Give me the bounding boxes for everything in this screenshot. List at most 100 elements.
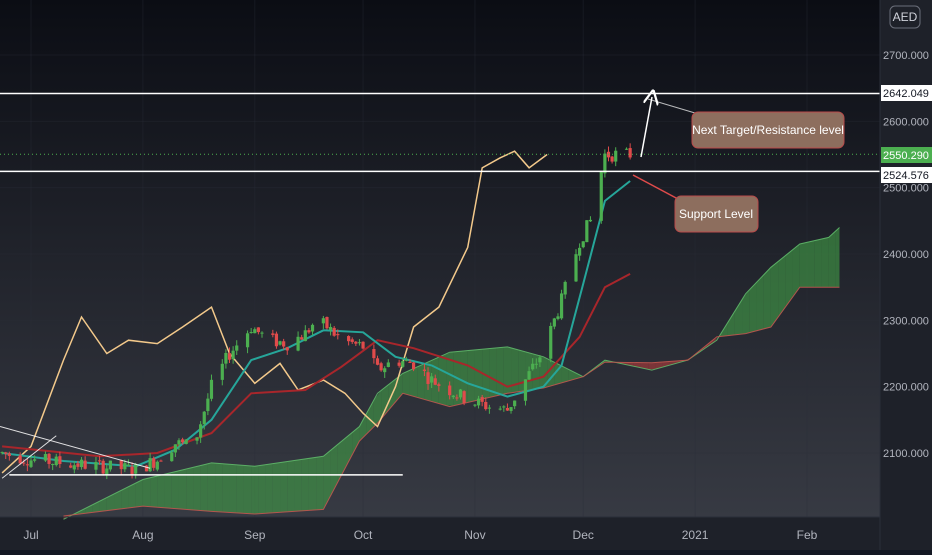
candle-body bbox=[271, 333, 275, 335]
time-axis[interactable]: Jul Aug Sep Oct Nov Dec 2021 Feb bbox=[23, 528, 817, 542]
cloud-segment bbox=[662, 361, 670, 368]
cloud-segment bbox=[727, 311, 735, 336]
y-tick-label: 2100.000 bbox=[883, 448, 929, 460]
candle-body bbox=[180, 439, 185, 443]
candle-body bbox=[480, 397, 484, 402]
tenkan-sen-line bbox=[1, 180, 631, 468]
cloud-segment bbox=[828, 230, 836, 288]
cloud-segment bbox=[265, 463, 273, 514]
cloud-segment bbox=[807, 240, 815, 288]
candle-body bbox=[476, 398, 481, 406]
cloud-segment bbox=[229, 464, 237, 513]
candle-body bbox=[152, 458, 156, 468]
candle-body bbox=[458, 389, 463, 398]
cloud-segment bbox=[301, 458, 309, 511]
candle-body bbox=[614, 150, 618, 162]
candle-body bbox=[245, 333, 250, 348]
candle-body bbox=[563, 281, 567, 295]
candle-body bbox=[361, 341, 365, 349]
price-tag-target-label: 2642.049 bbox=[883, 88, 929, 100]
annotation-support[interactable]: Support Level bbox=[632, 174, 759, 233]
cloud-segment bbox=[373, 390, 382, 427]
cloud-segment bbox=[532, 353, 540, 390]
cloud-segment bbox=[121, 486, 129, 509]
candle-body bbox=[603, 153, 607, 174]
candle-body bbox=[578, 247, 582, 256]
cloud-segment bbox=[561, 365, 569, 383]
candle-body bbox=[58, 456, 62, 465]
candle-body bbox=[195, 437, 199, 441]
candle-body bbox=[386, 362, 390, 368]
candle-body bbox=[585, 220, 589, 243]
candle-body bbox=[433, 378, 437, 385]
candle-body bbox=[354, 341, 358, 344]
x-tick-label: Sep bbox=[244, 528, 266, 542]
cloud-segment bbox=[352, 426, 360, 455]
candle-body bbox=[18, 455, 22, 464]
cloud-segment bbox=[128, 483, 136, 508]
candle-body bbox=[401, 361, 405, 367]
price-axis[interactable]: 2700.000 2600.000 2500.000 2400.000 2300.000… bbox=[883, 50, 929, 460]
price-tag-last-label: 2550.290 bbox=[883, 150, 929, 162]
x-tick-label: 2021 bbox=[682, 528, 709, 542]
cloud-segment bbox=[417, 363, 425, 400]
cloud-segment bbox=[272, 462, 281, 513]
candle-body bbox=[7, 453, 11, 456]
cloud-segment bbox=[438, 353, 447, 406]
candle-body bbox=[599, 171, 603, 221]
cloud-segment bbox=[142, 477, 151, 507]
candlestick-series[interactable] bbox=[0, 143, 632, 480]
cloud-segment bbox=[186, 467, 194, 510]
candle-body bbox=[610, 156, 614, 162]
cloud-segment bbox=[503, 347, 512, 395]
cloud-segment bbox=[402, 370, 410, 396]
candle-body bbox=[556, 316, 560, 319]
candle-body bbox=[513, 400, 517, 407]
candle-body bbox=[408, 361, 412, 363]
candle-body bbox=[184, 439, 188, 445]
candle-body bbox=[336, 334, 340, 336]
candle-body bbox=[4, 452, 8, 454]
annotation-target[interactable]: Next Target/Resistance level bbox=[647, 98, 845, 149]
cloud-segment bbox=[785, 249, 793, 308]
descending-trendline bbox=[0, 425, 151, 469]
candle-body bbox=[552, 318, 556, 327]
cloud-segment bbox=[243, 465, 252, 514]
currency-badge: AED bbox=[893, 10, 918, 24]
candle-body bbox=[523, 379, 528, 401]
candle-body bbox=[72, 465, 76, 470]
price-tag-last: 2550.290 bbox=[881, 147, 932, 163]
candle-body bbox=[282, 341, 286, 347]
cloud-segment bbox=[258, 464, 266, 514]
cloud-segment bbox=[135, 479, 143, 507]
candle-body bbox=[235, 345, 239, 351]
candle-body bbox=[69, 465, 73, 468]
senkou-span-b-line bbox=[63, 286, 840, 517]
candle-body bbox=[498, 408, 502, 410]
cloud-segment bbox=[200, 463, 208, 512]
candle-body bbox=[321, 318, 325, 324]
candle-body bbox=[574, 254, 578, 282]
candle-body bbox=[79, 459, 84, 468]
rising-trendline bbox=[1, 435, 57, 479]
candle-body bbox=[404, 359, 408, 361]
cloud-segment bbox=[207, 463, 216, 512]
cloud-segment bbox=[345, 432, 353, 469]
cloud-segment bbox=[756, 274, 764, 331]
candle-body bbox=[220, 363, 224, 380]
cloud-segment bbox=[669, 360, 678, 366]
x-tick-label: Oct bbox=[354, 528, 373, 542]
x-tick-label: Jul bbox=[23, 528, 38, 542]
candle-body bbox=[484, 401, 488, 410]
x-tick-label: Dec bbox=[573, 528, 594, 542]
candle-body bbox=[451, 395, 455, 398]
chikou-span-line bbox=[1, 150, 548, 474]
cloud-segment bbox=[294, 459, 302, 512]
cloud-segment bbox=[496, 347, 504, 396]
cloud-segment bbox=[150, 476, 158, 508]
cloud-segment bbox=[287, 460, 295, 512]
axis-background bbox=[880, 0, 932, 550]
candle-body bbox=[155, 461, 159, 470]
candle-body bbox=[473, 404, 477, 406]
